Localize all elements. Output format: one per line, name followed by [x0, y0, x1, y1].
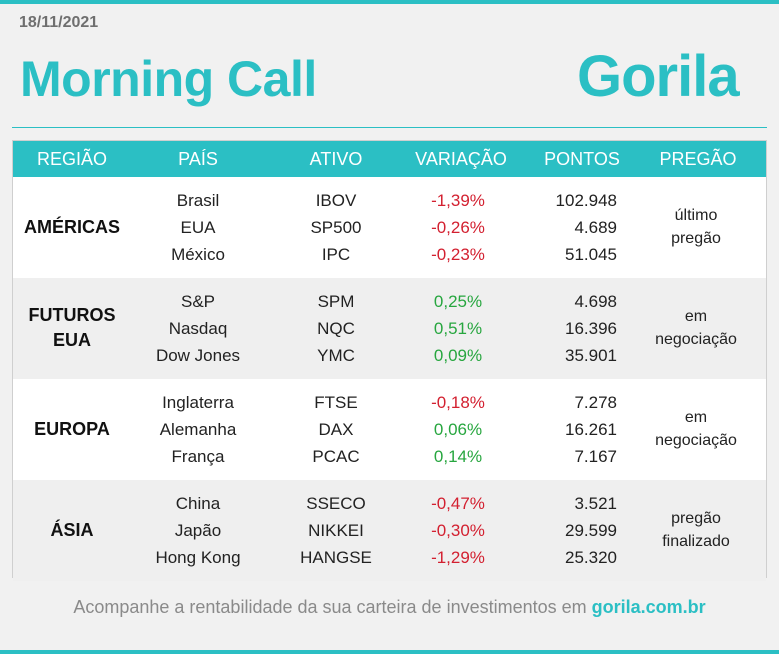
- session-status-line: em: [684, 409, 708, 426]
- points-cell: 3.521: [574, 494, 617, 513]
- asset-cell: IBOV: [315, 191, 357, 210]
- country-cell: Alemanha: [159, 420, 237, 439]
- asset-cell: PCAC: [312, 447, 360, 466]
- column-header-regiao: REGIÃO: [36, 149, 107, 169]
- region-label: FUTUROS EUA: [13, 303, 131, 353]
- bottom-accent-bar: [0, 650, 779, 654]
- session-status-line: negociação: [655, 331, 737, 348]
- country-cell: México: [171, 245, 225, 264]
- region-label-line: FUTUROS: [28, 305, 116, 325]
- variation-cell: -1,39%: [431, 191, 485, 210]
- session-status-line: último: [674, 207, 718, 224]
- country-cell: Brasil: [176, 191, 220, 210]
- points-cell: 16.396: [565, 319, 617, 338]
- points-cell: 35.901: [565, 346, 617, 365]
- region-label-line: AMÉRICAS: [23, 217, 120, 237]
- region-group: ÁSIA China SSECO -0,47% 3.521 Japão NIKKEI -0,3…: [13, 480, 766, 581]
- asset-cell: DAX: [318, 420, 354, 439]
- country-cell: Hong Kong: [155, 548, 241, 567]
- variation-cell: -0,30%: [431, 521, 485, 540]
- points-cell: 7.278: [574, 393, 617, 412]
- session-status-line: finalizado: [662, 533, 730, 550]
- asset-cell: SP500: [310, 218, 362, 237]
- region-group: FUTUROS EUA S&P SPM 0,25% 4.698 Nasdaq NQC 0,51%…: [13, 278, 766, 379]
- region-label: ÁSIA: [13, 518, 131, 543]
- variation-cell: -0,26%: [431, 218, 485, 237]
- region-label: EUROPA: [13, 417, 131, 442]
- points-cell: 4.698: [574, 292, 617, 311]
- country-cell: S&P: [180, 292, 216, 311]
- points-cell: 4.689: [574, 218, 617, 237]
- region-label-line: EUA: [52, 330, 91, 350]
- region-label-line: EUROPA: [34, 419, 110, 439]
- column-header-pais: PAÍS: [178, 149, 218, 169]
- region-label-line: ÁSIA: [50, 520, 94, 540]
- gorila-logo: Gorila: [577, 44, 740, 109]
- points-cell: 51.045: [565, 245, 617, 264]
- session-status: último pregão: [631, 204, 761, 250]
- variation-cell: -0,47%: [431, 494, 485, 513]
- points-cell: 25.320: [565, 548, 617, 567]
- region-group: EUROPA Inglaterra FTSE -0,18% 7.278 Alemanha D…: [13, 379, 766, 480]
- session-status: em negociação: [631, 305, 761, 351]
- variation-cell: 0,25%: [433, 292, 483, 311]
- asset-cell: NIKKEI: [308, 521, 364, 540]
- variation-cell: -0,23%: [431, 245, 485, 264]
- points-cell: 7.167: [574, 447, 617, 466]
- session-status-line: negociação: [655, 432, 737, 449]
- market-table: REGIÃO PAÍS ATIVO VARIAÇÃO PONTOS PREGÃO…: [12, 140, 767, 581]
- region-group: AMÉRICAS Brasil IBOV -1,39% 102.948 EUA SP500 -…: [13, 177, 766, 278]
- country-cell: Inglaterra: [162, 393, 234, 412]
- asset-cell: YMC: [317, 346, 355, 365]
- column-header-variacao: VARIAÇÃO: [415, 149, 507, 169]
- variation-cell: 0,09%: [433, 346, 483, 365]
- country-cell: Nasdaq: [168, 319, 228, 338]
- country-cell: Japão: [174, 521, 222, 540]
- table-header: REGIÃO PAÍS ATIVO VARIAÇÃO PONTOS PREGÃO: [13, 141, 766, 177]
- points-cell: 16.261: [565, 420, 617, 439]
- variation-cell: 0,06%: [433, 420, 483, 439]
- top-accent-bar: [0, 0, 779, 4]
- variation-cell: -1,29%: [431, 548, 485, 567]
- session-status-line: em: [684, 308, 708, 325]
- asset-cell: HANGSE: [300, 548, 372, 567]
- asset-cell: SPM: [317, 292, 355, 311]
- country-cell: China: [175, 494, 221, 513]
- country-cell: EUA: [180, 218, 216, 237]
- points-cell: 102.948: [555, 191, 617, 210]
- asset-cell: FTSE: [314, 393, 358, 412]
- session-status-line: pregão: [671, 510, 721, 527]
- region-label: AMÉRICAS: [13, 215, 131, 240]
- column-header-pregao: PREGÃO: [659, 149, 737, 169]
- asset-cell: NQC: [317, 319, 355, 338]
- column-header-pontos: PONTOS: [544, 149, 620, 169]
- country-cell: Dow Jones: [155, 346, 241, 365]
- report-date: 18/11/2021: [19, 14, 99, 31]
- footer: Acompanhe a rentabilidade da sua carteir…: [0, 597, 779, 618]
- variation-cell: 0,14%: [433, 447, 483, 466]
- header-divider: [12, 127, 767, 128]
- variation-cell: 0,51%: [433, 319, 483, 338]
- asset-cell: SSECO: [306, 494, 366, 513]
- session-status: em negociação: [631, 406, 761, 452]
- column-header-ativo: ATIVO: [309, 149, 363, 169]
- session-status-line: pregão: [671, 230, 721, 247]
- country-cell: França: [171, 447, 225, 466]
- session-status: pregão finalizado: [631, 507, 761, 553]
- page-title: Morning Call: [20, 51, 317, 107]
- points-cell: 29.599: [565, 521, 617, 540]
- variation-cell: -0,18%: [431, 393, 485, 412]
- footer-link[interactable]: gorila.com.br: [591, 597, 706, 617]
- asset-cell: IPC: [321, 245, 351, 264]
- footer-text: Acompanhe a rentabilidade da sua carteir…: [73, 597, 592, 617]
